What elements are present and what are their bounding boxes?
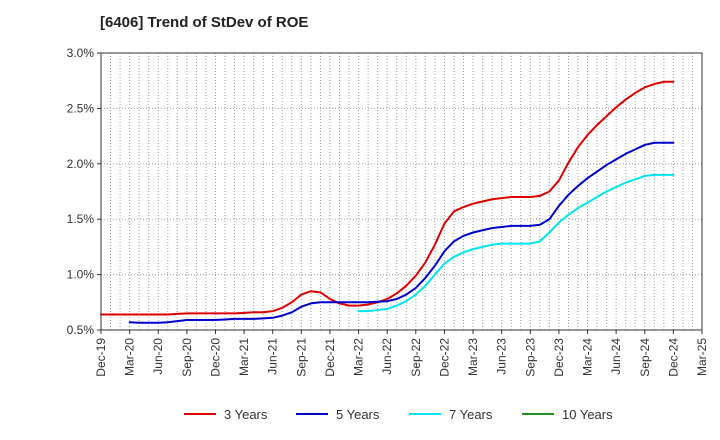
y-tick-label: 2.0% — [67, 157, 95, 171]
x-tick-label: Mar-22 — [352, 338, 366, 376]
x-tick-label: Sep-24 — [638, 338, 652, 377]
x-tick-label: Mar-25 — [695, 338, 709, 376]
x-tick-label: Sep-22 — [409, 338, 423, 377]
legend-label-3-years: 3 Years — [224, 407, 268, 422]
x-tick-label: Jun-23 — [495, 338, 509, 375]
x-tick-label: Sep-21 — [294, 338, 308, 377]
y-tick-label: 1.5% — [67, 212, 95, 226]
plot-background — [101, 53, 702, 330]
x-tick-label: Mar-21 — [237, 338, 251, 376]
y-tick-label: 1.0% — [67, 268, 95, 282]
x-tick-label: Dec-21 — [323, 338, 337, 377]
legend: 3 Years 5 Years 7 Years 10 Years — [184, 407, 613, 422]
x-tick-label: Dec-19 — [94, 338, 108, 377]
x-tick-label: Mar-23 — [466, 338, 480, 376]
x-tick-label: Jun-24 — [609, 338, 623, 375]
grid-lines — [101, 53, 702, 330]
series-line-3-years — [100, 80, 675, 316]
x-tick-label: Mar-20 — [123, 338, 137, 376]
chart-title: [6406] Trend of StDev of ROE — [100, 14, 309, 31]
axes: 0.5% 1.0% 1.5% 2.0% 2.5% 3.0% Dec-19 Mar-20 Jun-… — [67, 46, 709, 377]
y-tick-label: 2.5% — [67, 101, 95, 115]
x-tick-label: Mar-24 — [581, 338, 595, 376]
y-tick-label: 3.0% — [67, 46, 95, 60]
y-tick-label: 0.5% — [67, 323, 95, 337]
plot-frame — [100, 52, 703, 331]
series-layer — [100, 80, 675, 324]
x-tick-label: Dec-22 — [437, 338, 451, 377]
series-line-5-years — [128, 141, 675, 324]
x-tick-label: Jun-21 — [266, 338, 280, 375]
legend-label-10-years: 10 Years — [562, 407, 613, 422]
x-tick-label: Jun-20 — [151, 338, 165, 375]
x-tick-label: Dec-20 — [208, 338, 222, 377]
x-tick-label: Dec-23 — [552, 338, 566, 377]
x-tick-label: Dec-24 — [666, 338, 680, 377]
legend-label-7-years: 7 Years — [449, 407, 493, 422]
x-tick-label: Sep-20 — [180, 338, 194, 377]
plot-area — [101, 53, 702, 330]
x-tick-label: Jun-22 — [380, 338, 394, 375]
legend-label-5-years: 5 Years — [336, 407, 380, 422]
x-tick-label: Sep-23 — [523, 338, 537, 377]
series-line-7-years — [357, 173, 675, 313]
